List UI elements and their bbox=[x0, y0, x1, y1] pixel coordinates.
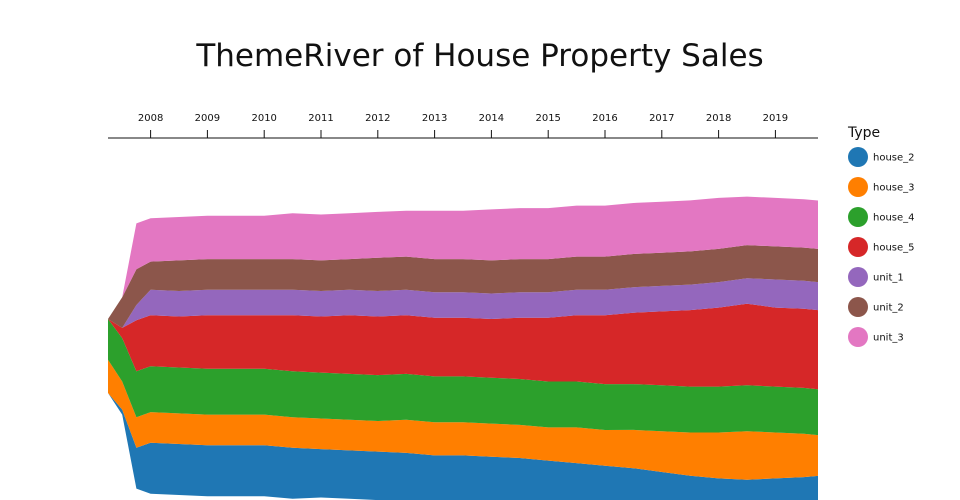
legend-label-unit-3[interactable]: unit_3 bbox=[873, 333, 904, 344]
legend-swatch-house-4[interactable] bbox=[848, 207, 868, 227]
x-tick-label: 2013 bbox=[422, 113, 447, 124]
x-tick-label: 2015 bbox=[535, 113, 560, 124]
legend-swatch-unit-3[interactable] bbox=[848, 327, 868, 347]
x-tick-label: 2016 bbox=[592, 113, 617, 124]
stream-unit-3[interactable] bbox=[108, 196, 818, 319]
x-tick-label: 2014 bbox=[479, 113, 504, 124]
chart-title: ThemeRiver of House Property Sales bbox=[195, 38, 763, 74]
stream-unit-2[interactable] bbox=[108, 245, 818, 328]
legend-title: Type bbox=[847, 125, 880, 141]
legend-swatch-unit-1[interactable] bbox=[848, 267, 868, 287]
x-tick-label: 2012 bbox=[365, 113, 390, 124]
legend-swatch-house-3[interactable] bbox=[848, 177, 868, 197]
stream-house-3[interactable] bbox=[108, 359, 818, 480]
legend-label-house-3[interactable]: house_3 bbox=[873, 183, 915, 194]
legend-label-house-4[interactable]: house_4 bbox=[873, 213, 915, 224]
stream-layers bbox=[108, 196, 818, 500]
x-tick-label: 2009 bbox=[195, 113, 220, 124]
legend-label-house-2[interactable]: house_2 bbox=[873, 153, 915, 164]
legend-swatch-house-2[interactable] bbox=[848, 147, 868, 167]
x-axis: 2008 2009 2010 2011 2012 2013 2014 2015 2016 2017… bbox=[108, 113, 818, 139]
stream-house-2[interactable] bbox=[108, 393, 818, 500]
x-tick-label: 2011 bbox=[308, 113, 333, 124]
legend-label-unit-2[interactable]: unit_2 bbox=[873, 303, 904, 314]
x-tick-label: 2018 bbox=[706, 113, 731, 124]
legend-swatch-house-5[interactable] bbox=[848, 237, 868, 257]
stream-unit-1[interactable] bbox=[108, 278, 818, 328]
legend-label-unit-1[interactable]: unit_1 bbox=[873, 273, 904, 284]
x-tick-label: 2019 bbox=[763, 113, 788, 124]
x-tick-label: 2008 bbox=[138, 113, 163, 124]
legend: Type house_2 house_3 house_4 house_5 unit_1u… bbox=[847, 125, 915, 347]
legend-label-house-5[interactable]: house_5 bbox=[873, 243, 915, 254]
x-tick-label: 2010 bbox=[251, 113, 276, 124]
x-tick-label: 2017 bbox=[649, 113, 674, 124]
stream-house-4[interactable] bbox=[108, 319, 818, 436]
legend-swatch-unit-2[interactable] bbox=[848, 297, 868, 317]
stream-house-5[interactable] bbox=[108, 303, 818, 390]
